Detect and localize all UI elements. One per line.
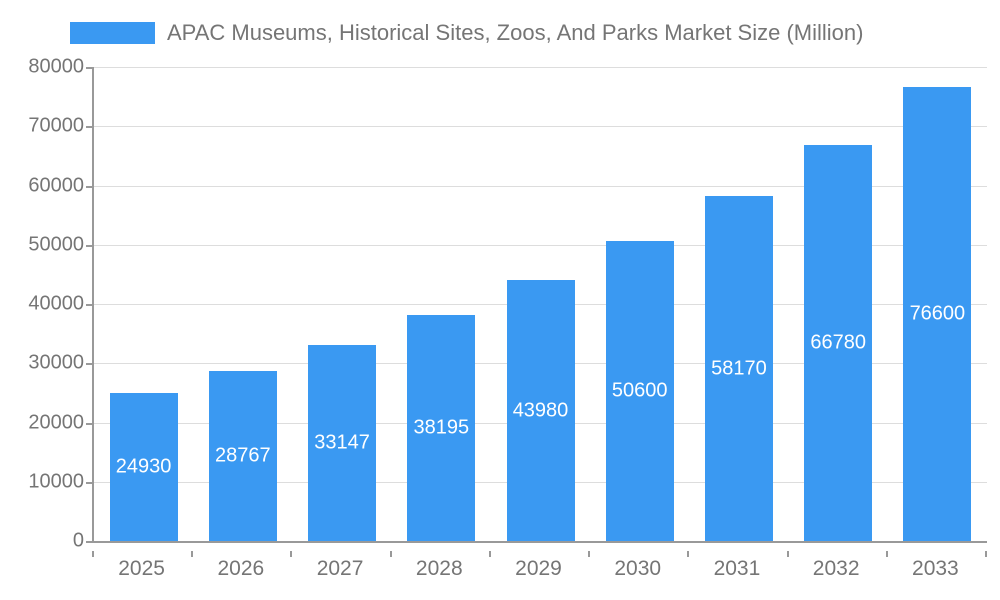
x-axis-tick-mark: [290, 551, 293, 557]
x-axis-tick-label: 2025: [118, 557, 165, 580]
x-axis-tick-mark: [588, 551, 591, 557]
bar-value-label: 28767: [215, 444, 271, 467]
x-axis-tick-mark: [687, 551, 690, 557]
x-axis-tick-label: 2032: [812, 557, 860, 580]
x-axis-tick-mark: [92, 551, 94, 557]
bar-value-label: 24930: [115, 455, 172, 478]
x-axis-tick-mark: [389, 551, 392, 557]
bar: 76600: [903, 87, 972, 541]
y-axis-tick-label: 70000: [28, 114, 84, 137]
x-axis-tick-mark: [191, 551, 194, 557]
bar: 33147: [308, 344, 377, 541]
x-axis: 2025 2026 2027 2028 2029 2030 2031 2032 2033: [92, 551, 987, 585]
x-axis-tick-label: 2028: [415, 557, 463, 580]
x-axis-tick-mark: [985, 551, 987, 557]
chart-title: APAC Museums, Historical Sites, Zoos, An…: [167, 20, 864, 45]
bar: 38195: [407, 314, 476, 541]
bar: 66780: [804, 145, 873, 541]
legend-swatch: [70, 22, 155, 44]
y-axis-tick-mark: [86, 185, 92, 188]
y-axis-tick-label: 50000: [28, 233, 84, 256]
y-axis-tick-label: 80000: [28, 55, 84, 78]
x-axis-tick-label: 2031: [713, 557, 761, 580]
bar: 58170: [704, 196, 773, 541]
legend: APAC Museums, Historical Sites, Zoos, An…: [70, 20, 863, 46]
y-axis: 0 10000 20000 30000 40000 50000 60000 70000 8000…: [0, 56, 92, 552]
x-axis-tick-mark: [885, 551, 888, 557]
gridline: [94, 185, 987, 187]
y-axis-tick-mark: [86, 363, 92, 366]
bar-value-label: 58170: [711, 357, 767, 380]
bar-value-label: 50600: [611, 379, 668, 402]
y-axis-tick-mark: [86, 422, 92, 425]
x-axis-tick-mark: [488, 551, 491, 557]
bar-value-label: 43980: [512, 399, 569, 422]
bar: 50600: [605, 241, 674, 541]
y-axis-tick-label: 0: [72, 529, 84, 552]
y-axis-tick-label: 10000: [28, 470, 84, 493]
gridline: [94, 67, 987, 68]
x-axis-tick-label: 2033: [912, 557, 959, 580]
y-axis-tick-label: 40000: [28, 292, 84, 315]
bar: 28767: [208, 370, 277, 541]
plot-area: 24930 28767 33147 38195 43980 50600 58170 66780…: [92, 67, 987, 543]
y-axis-tick-mark: [86, 67, 92, 69]
y-axis-tick-label: 30000: [28, 351, 84, 374]
bar-value-label: 66780: [810, 331, 866, 354]
gridline: [94, 126, 987, 128]
bar-value-label: 76600: [909, 302, 966, 325]
bar-value-label: 38195: [413, 416, 470, 439]
x-axis-tick-label: 2026: [217, 557, 265, 580]
bar: 24930: [109, 393, 178, 541]
y-axis-tick-label: 20000: [28, 411, 84, 433]
y-axis-tick-mark: [86, 126, 92, 129]
y-axis-tick-label: 60000: [28, 174, 84, 196]
bar: 43980: [506, 280, 575, 541]
gridline: [94, 244, 987, 246]
y-axis-tick-mark: [86, 541, 92, 543]
y-axis-tick-mark: [86, 304, 92, 306]
y-axis-tick-mark: [86, 244, 92, 247]
x-axis-tick-label: 2029: [515, 557, 562, 580]
x-axis-tick-mark: [786, 551, 789, 557]
x-axis-tick-label: 2030: [614, 557, 662, 580]
y-axis-tick-mark: [86, 481, 92, 484]
bar-value-label: 33147: [314, 431, 370, 454]
x-axis-tick-label: 2027: [316, 557, 364, 580]
